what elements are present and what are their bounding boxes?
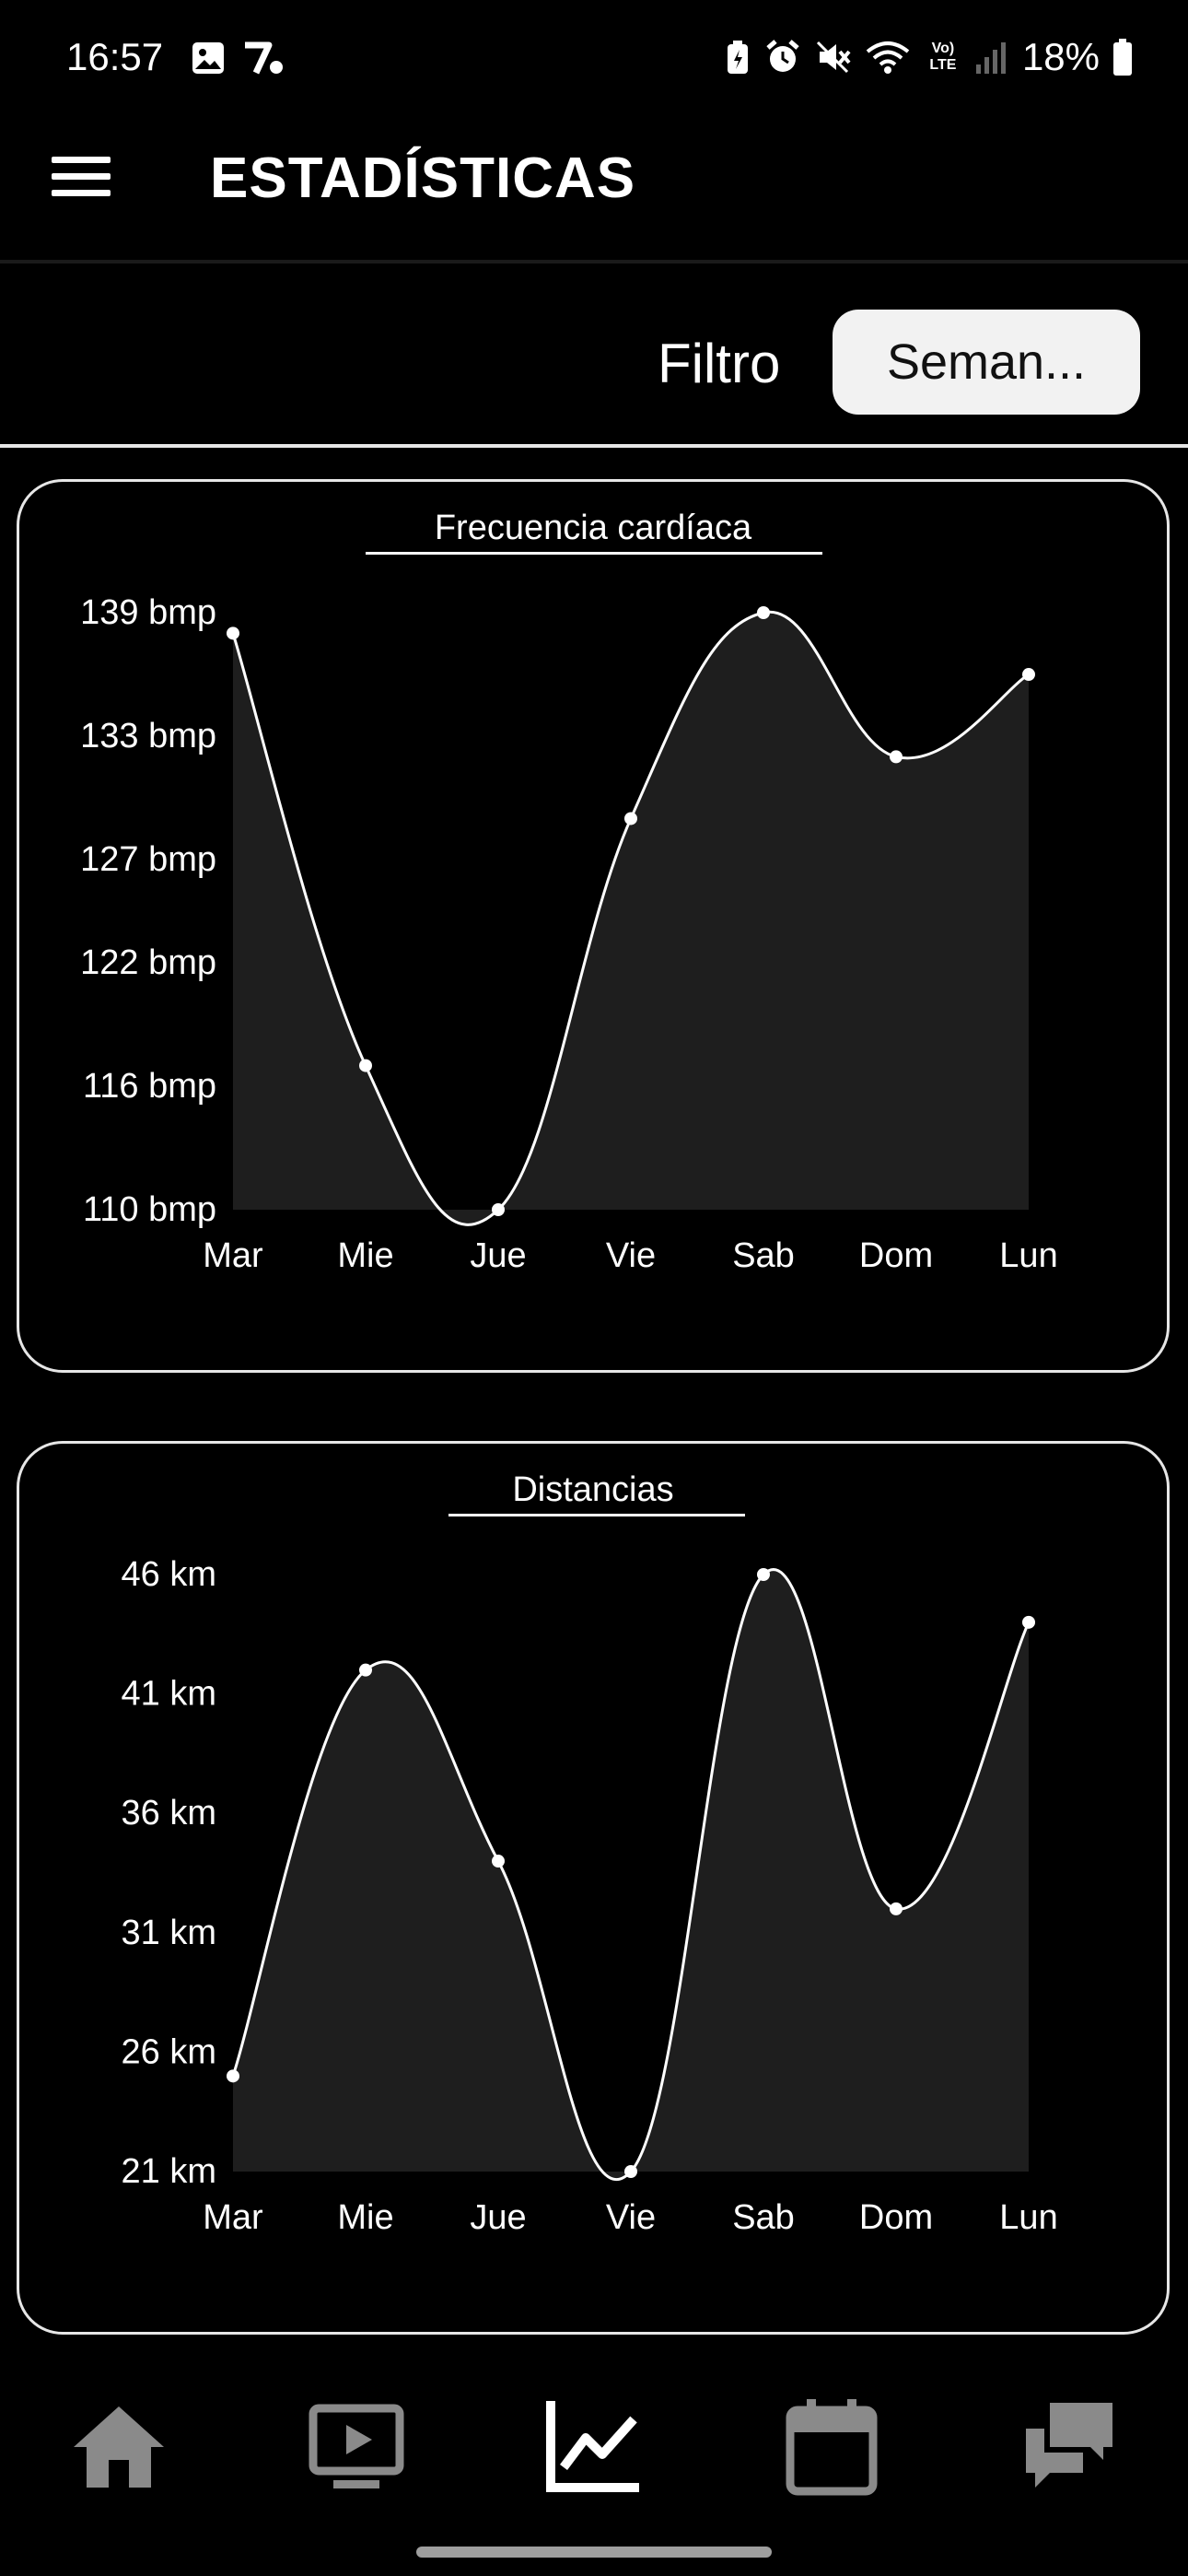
distance-chart: 46 km 41 km 36 km 31 km 26 km 21 km Mar Mie Jue V… bbox=[122, 1555, 1058, 2237]
heart-rate-chart-card: Frecuencia cardíaca 139 bmp 133 bmp 127 bm… bbox=[17, 479, 1170, 1373]
chart-data-point bbox=[624, 2165, 637, 2178]
y-tick-label: 116 bmp bbox=[83, 1067, 216, 1106]
nav-home[interactable] bbox=[68, 2395, 169, 2497]
y-tick-label: 127 bmp bbox=[80, 840, 216, 879]
y-tick-label: 41 km bbox=[122, 1675, 216, 1714]
calendar-icon bbox=[786, 2399, 878, 2496]
network-type-label: Vo) LTE bbox=[929, 41, 957, 73]
x-tick-label: Jue bbox=[470, 1236, 526, 1275]
chart-data-point bbox=[492, 1855, 505, 1868]
y-tick-label: 31 km bbox=[122, 1914, 216, 1952]
chart-data-point bbox=[492, 1203, 505, 1216]
chart-data-point bbox=[1022, 668, 1035, 682]
chart-data-point bbox=[757, 1568, 770, 1581]
mute-icon bbox=[816, 41, 851, 74]
x-tick-label: Dom bbox=[859, 2198, 933, 2237]
header-divider bbox=[0, 260, 1188, 263]
chart-data-point bbox=[624, 812, 637, 825]
nav-statistics[interactable] bbox=[543, 2395, 645, 2497]
x-tick-label: Sab bbox=[732, 1236, 795, 1275]
x-tick-label: Vie bbox=[606, 2198, 656, 2237]
chart-data-point bbox=[359, 1059, 372, 1072]
stats-chart-icon bbox=[546, 2401, 639, 2492]
x-tick-label: Mar bbox=[203, 1236, 263, 1275]
battery-icon bbox=[1113, 39, 1132, 76]
y-tick-label: 26 km bbox=[122, 2032, 216, 2071]
chart-data-point bbox=[227, 626, 239, 640]
chart-data-point bbox=[890, 1902, 903, 1915]
x-tick-label: Vie bbox=[606, 1236, 656, 1275]
heart-rate-chart: 139 bmp 133 bmp 127 bmp 122 bmp 116 bmp 110 b… bbox=[80, 593, 1058, 1275]
battery-saver-icon bbox=[727, 41, 748, 74]
chart-data-point bbox=[359, 1663, 372, 1677]
status-right-icons: Vo) LTE 18% bbox=[724, 33, 1133, 81]
filter-divider bbox=[0, 444, 1188, 448]
bottom-navigation bbox=[0, 2359, 1188, 2576]
x-tick-label: Lun bbox=[999, 2198, 1057, 2237]
hamburger-menu-icon[interactable] bbox=[52, 157, 111, 197]
home-icon bbox=[74, 2406, 164, 2488]
speed-app-icon bbox=[245, 41, 283, 75]
filter-label: Filtro bbox=[658, 333, 781, 394]
video-player-icon bbox=[309, 2404, 404, 2488]
distance-chart-card: Distancias 46 km 41 km 36 km 31 km 26 km 21 k… bbox=[17, 1441, 1170, 2335]
y-tick-label: 122 bmp bbox=[80, 943, 216, 982]
gallery-icon bbox=[192, 42, 224, 74]
x-tick-label: Mie bbox=[337, 1236, 393, 1275]
status-left-icons bbox=[190, 35, 285, 81]
nav-chat[interactable] bbox=[1019, 2395, 1120, 2497]
x-tick-label: Mie bbox=[337, 2198, 393, 2237]
chart-title: Frecuencia cardíaca bbox=[434, 509, 752, 547]
alarm-icon bbox=[766, 40, 799, 72]
nav-videos[interactable] bbox=[306, 2395, 407, 2497]
filter-dropdown-button[interactable]: Seman... bbox=[833, 310, 1140, 415]
y-tick-label: 46 km bbox=[122, 1555, 216, 1594]
x-tick-label: Jue bbox=[470, 2198, 526, 2237]
chart-data-point bbox=[227, 2069, 239, 2083]
signal-icon bbox=[975, 42, 1006, 74]
nav-calendar[interactable] bbox=[781, 2395, 882, 2497]
chat-icon bbox=[1026, 2403, 1112, 2488]
chart-title: Distancias bbox=[512, 1470, 674, 1509]
chart-title-underline bbox=[448, 1514, 745, 1516]
x-tick-label: Dom bbox=[859, 1236, 933, 1275]
page-title: ESTADÍSTICAS bbox=[210, 146, 636, 210]
status-time: 16:57 bbox=[66, 35, 164, 78]
chart-series-line bbox=[231, 610, 1030, 1226]
home-indicator bbox=[416, 2547, 772, 2558]
x-tick-label: Sab bbox=[732, 2198, 795, 2237]
x-tick-label: Mar bbox=[203, 2198, 263, 2237]
x-tick-label: Lun bbox=[999, 1236, 1057, 1275]
y-tick-label: 133 bmp bbox=[80, 717, 216, 755]
y-tick-label: 139 bmp bbox=[80, 593, 216, 632]
y-tick-label: 21 km bbox=[122, 2152, 216, 2191]
chart-data-point bbox=[1022, 1615, 1035, 1629]
y-tick-label: 110 bmp bbox=[83, 1190, 216, 1229]
battery-percentage: 18% bbox=[1021, 35, 1100, 78]
y-tick-label: 36 km bbox=[122, 1794, 216, 1832]
chart-area-fill bbox=[233, 612, 1029, 1225]
chart-area-fill bbox=[233, 1569, 1029, 2180]
chart-data-point bbox=[890, 750, 903, 764]
chart-title-underline bbox=[366, 552, 822, 555]
wifi-icon bbox=[866, 41, 910, 74]
chart-data-point bbox=[757, 606, 770, 619]
